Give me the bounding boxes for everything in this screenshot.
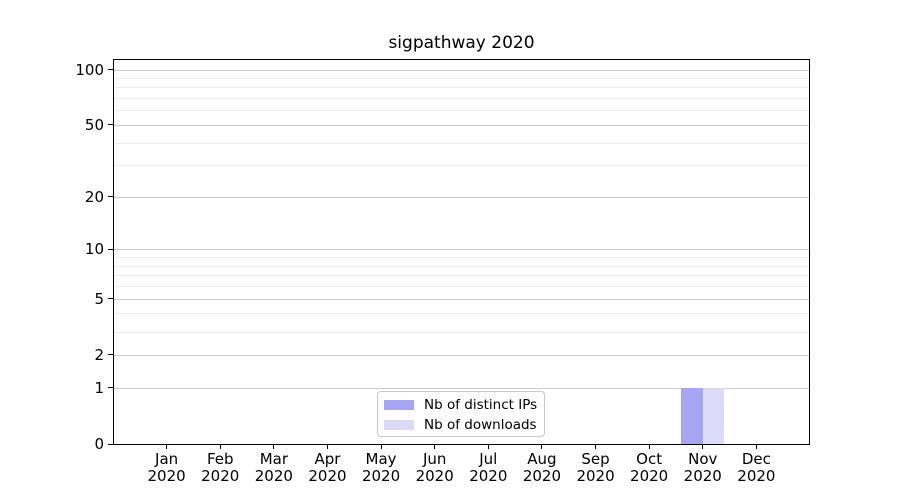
x-tick-month: Oct xyxy=(636,450,663,468)
grid-line-minor xyxy=(114,257,809,259)
grid-line-minor xyxy=(114,275,809,277)
grid-line-minor xyxy=(114,331,809,333)
plot-area xyxy=(113,59,810,445)
x-tick-mark xyxy=(755,445,757,449)
x-tick-label: Jun 2020 xyxy=(393,451,477,484)
legend-item: Nb of downloads xyxy=(378,415,544,435)
x-tick-year: 2020 xyxy=(308,466,347,485)
grid-line-minor xyxy=(114,265,809,267)
x-tick-year: 2020 xyxy=(254,466,293,485)
y-tick-label: 5 xyxy=(94,289,104,308)
x-tick-mark xyxy=(219,445,221,449)
y-tick-label: 2 xyxy=(94,345,104,364)
x-tick-mark xyxy=(541,445,543,449)
x-tick-label: Aug 2020 xyxy=(500,451,584,484)
x-tick-mark xyxy=(595,445,597,449)
y-tick-label: 50 xyxy=(84,115,104,134)
x-tick-month: Jan xyxy=(155,450,179,468)
grid-line-major xyxy=(114,69,809,71)
grid-line-major xyxy=(114,298,809,300)
legend: Nb of distinct IPs Nb of downloads xyxy=(377,391,545,437)
x-tick-label: Sep 2020 xyxy=(554,451,638,484)
x-tick-year: 2020 xyxy=(576,466,615,485)
x-tick-year: 2020 xyxy=(683,466,722,485)
x-tick-label: Mar 2020 xyxy=(232,451,316,484)
legend-swatch xyxy=(384,420,414,430)
x-tick-year: 2020 xyxy=(630,466,669,485)
grid-line-minor xyxy=(114,77,809,79)
x-tick-month: Apr xyxy=(314,450,341,468)
grid-line-minor xyxy=(114,87,809,89)
y-tick-mark xyxy=(108,248,113,250)
y-tick-mark xyxy=(108,387,113,389)
x-tick-year: 2020 xyxy=(147,466,186,485)
legend-swatch xyxy=(384,400,414,410)
x-tick-mark xyxy=(487,445,489,449)
x-tick-month: Nov xyxy=(688,450,718,468)
y-tick-label: 1 xyxy=(94,378,104,397)
x-tick-mark xyxy=(648,445,650,449)
grid-line-minor xyxy=(114,286,809,288)
x-tick-year: 2020 xyxy=(522,466,562,485)
x-tick-mark xyxy=(434,445,436,449)
bar-nb-of-distinct-ips-nov xyxy=(681,387,703,444)
x-tick-label: Dec 2020 xyxy=(714,451,798,484)
grid-line-major xyxy=(114,387,809,389)
x-tick-month: Jun xyxy=(422,450,447,468)
y-tick-mark xyxy=(108,69,113,71)
x-tick-month: Aug xyxy=(527,450,557,468)
y-tick-label: 10 xyxy=(84,240,104,259)
x-tick-month: Jul xyxy=(479,450,498,468)
x-tick-month: Mar xyxy=(259,450,288,468)
x-tick-label: Oct 2020 xyxy=(607,451,691,484)
legend-label: Nb of downloads xyxy=(424,417,537,433)
grid-line-major xyxy=(114,124,809,126)
y-tick-label: 100 xyxy=(75,60,104,79)
y-tick-mark xyxy=(108,124,113,126)
x-tick-label: May 2020 xyxy=(339,451,423,484)
y-tick-label: 0 xyxy=(94,435,104,453)
y-tick-mark xyxy=(108,298,113,300)
grid-line-minor xyxy=(114,110,809,112)
x-tick-month: May xyxy=(365,450,397,468)
legend-item: Nb of distinct IPs xyxy=(378,395,544,415)
x-tick-mark xyxy=(273,445,275,449)
x-tick-label: Apr 2020 xyxy=(285,451,369,484)
grid-line-minor xyxy=(114,142,809,144)
grid-line-minor xyxy=(114,98,809,100)
x-tick-year: 2020 xyxy=(415,466,454,485)
y-tick-mark xyxy=(108,354,113,356)
y-tick-mark xyxy=(108,196,113,198)
x-tick-mark xyxy=(380,445,382,449)
bar-nb-of-downloads-nov xyxy=(702,387,725,444)
x-tick-month: Dec xyxy=(741,450,771,468)
x-tick-label: Jan 2020 xyxy=(125,451,209,484)
x-tick-month: Sep xyxy=(581,450,610,468)
x-tick-label: Nov 2020 xyxy=(661,451,745,484)
chart-title: sigpathway 2020 xyxy=(388,33,535,53)
y-tick-label: 20 xyxy=(84,187,104,206)
grid-line-major xyxy=(114,249,809,251)
x-tick-year: 2020 xyxy=(361,466,401,485)
x-tick-label: Jul 2020 xyxy=(446,451,530,484)
grid-line-major xyxy=(114,354,809,356)
x-tick-year: 2020 xyxy=(469,466,508,485)
x-tick-mark xyxy=(326,445,328,449)
x-tick-year: 2020 xyxy=(201,466,240,485)
x-tick-label: Feb 2020 xyxy=(178,451,262,484)
x-tick-year: 2020 xyxy=(737,466,776,485)
grid-line-minor xyxy=(114,165,809,167)
grid-line-major xyxy=(114,196,809,198)
x-tick-mark xyxy=(166,445,168,449)
y-tick-mark xyxy=(108,443,113,445)
grid-line-minor xyxy=(114,313,809,315)
x-tick-month: Feb xyxy=(206,450,234,468)
legend-label: Nb of distinct IPs xyxy=(424,397,538,413)
x-tick-mark xyxy=(702,445,704,449)
